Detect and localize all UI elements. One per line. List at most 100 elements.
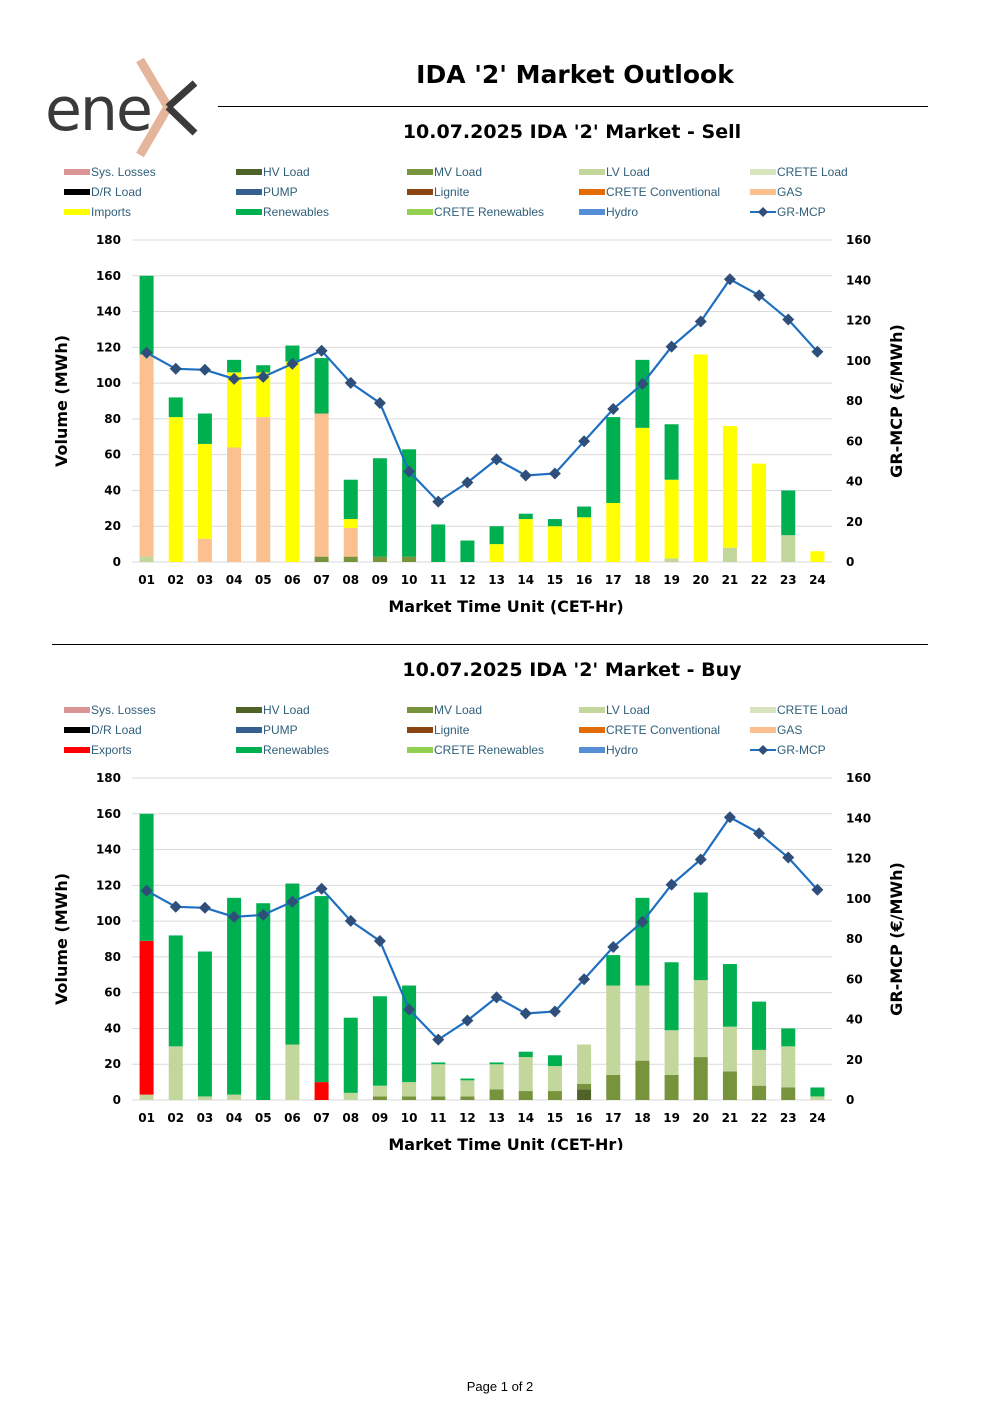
legend-swatch: [579, 747, 605, 753]
bar-segment-renewables: [197, 413, 212, 444]
bar-segment-imports: [256, 372, 271, 418]
bars: [139, 813, 825, 1100]
bar-segment-lv-load: [489, 1064, 504, 1090]
legend-swatch: [579, 707, 605, 713]
sell-chart: 10.07.2025 IDA '2' Market - Sell Sys. Los…: [0, 112, 1000, 622]
mcp-point: [198, 901, 211, 914]
mcp-point: [198, 363, 211, 376]
bar-segment-mv-load: [577, 1083, 592, 1090]
bar-segment-lv-load: [139, 1094, 154, 1100]
bar-segment-imports: [518, 519, 533, 562]
mcp-point: [782, 313, 795, 326]
legend-swatch: [64, 189, 90, 195]
logo-x-mark: [136, 57, 198, 158]
chart-title: 10.07.2025 IDA '2' Market - Buy: [402, 659, 742, 681]
mcp-point: [228, 910, 241, 923]
mcp-point: [578, 973, 591, 986]
bar-segment-lv-load: [227, 1094, 242, 1100]
legend-item: D/R Load: [64, 723, 142, 737]
mcp-point: [344, 376, 357, 389]
y-tick-label: 60: [104, 986, 121, 1000]
legend-label: Hydro: [606, 205, 638, 219]
x-tick-label: 23: [780, 573, 797, 587]
x-axis-title: Market Time Unit (CET-Hr): [388, 597, 623, 616]
legend-item: CRETE Renewables: [407, 743, 544, 757]
legend-swatch: [236, 707, 262, 713]
x-tick-label: 02: [167, 573, 184, 587]
x-tick-label: 11: [430, 1111, 447, 1125]
legend-swatch: [407, 707, 433, 713]
bar-segment-imports: [227, 372, 242, 448]
bar-segment-renewables: [256, 365, 271, 373]
bar-segment-imports: [547, 526, 562, 562]
bar-segment-imports: [197, 443, 212, 539]
y2-tick-label: 160: [846, 771, 871, 785]
legend-item: MV Load: [407, 165, 482, 179]
legend-label: Sys. Losses: [91, 165, 156, 179]
bar-segment-lv-load: [402, 1082, 417, 1097]
y2-tick-label: 60: [846, 434, 863, 448]
bar-segment-lv-load: [810, 1096, 825, 1100]
y-tick-label: 0: [113, 555, 121, 569]
y-tick-label: 160: [96, 807, 121, 821]
bar-segment-lv-load: [664, 1030, 679, 1075]
x-tick-label: 09: [372, 1111, 389, 1125]
x-tick-label: 21: [722, 573, 739, 587]
legend-swatch: [64, 707, 90, 713]
legend-label: HV Load: [263, 703, 310, 717]
mcp-point: [753, 827, 766, 840]
mcp-point: [461, 476, 474, 489]
mcp-point: [228, 372, 241, 385]
y-tick-label: 0: [113, 1093, 121, 1107]
y2-tick-label: 120: [846, 852, 871, 866]
x-tick-label: 16: [576, 573, 593, 587]
bar-segment-lv-load: [197, 1096, 212, 1100]
section-divider: [52, 644, 928, 645]
bar-segment-mv-load: [431, 1096, 446, 1100]
logo-text: ene: [45, 75, 153, 145]
y2-tick-label: 0: [846, 555, 854, 569]
x-tick-label: 10: [401, 1111, 418, 1125]
title-divider: [218, 106, 928, 107]
bar-segment-renewables: [664, 424, 679, 480]
bar-segment-lv-load: [722, 1026, 737, 1072]
legend-swatch: [407, 209, 433, 215]
x-tick-label: 05: [255, 573, 272, 587]
bar-segment-lv-load: [693, 980, 708, 1058]
bar-segment-imports: [285, 361, 300, 562]
legend-item: GAS: [750, 185, 802, 199]
bar-segment-mv-load: [722, 1071, 737, 1100]
legend-item: GR-MCP: [750, 743, 826, 757]
mcp-point: [140, 346, 153, 359]
x-tick-label: 10: [401, 573, 418, 587]
bar-segment-imports: [489, 544, 504, 562]
bar-segment-renewables: [343, 1017, 358, 1093]
bar-segment-renewables: [139, 275, 154, 355]
x-tick-label: 22: [751, 573, 768, 587]
legend-label: CRETE Conventional: [606, 185, 720, 199]
mcp-point: [344, 914, 357, 927]
bar-segment-renewables: [460, 540, 475, 562]
x-tick-label: 08: [342, 1111, 359, 1125]
y2-tick-label: 160: [846, 233, 871, 247]
legend-label: Renewables: [263, 205, 329, 219]
legend-label: CRETE Load: [777, 703, 848, 717]
bar-segment-mv-load: [781, 1087, 796, 1100]
bar-segment-renewables: [722, 964, 737, 1027]
legend-item: Hydro: [579, 743, 638, 757]
legend-swatch: [64, 209, 90, 215]
x-tick-label: 22: [751, 1111, 768, 1125]
legend-swatch: [579, 189, 605, 195]
mcp-point: [578, 435, 591, 448]
legend-swatch: [407, 747, 433, 753]
legend-item: Exports: [64, 743, 132, 757]
mcp-point: [811, 345, 824, 358]
bar-segment-renewables: [314, 896, 329, 1083]
mcp-point: [315, 882, 328, 895]
bar-segment-renewables: [577, 506, 592, 518]
legend-label: GAS: [777, 723, 802, 737]
legend-swatch: [64, 747, 90, 753]
bar-segment-imports: [343, 519, 358, 529]
legend-swatch: [236, 747, 262, 753]
y-tick-label: 80: [104, 412, 121, 426]
